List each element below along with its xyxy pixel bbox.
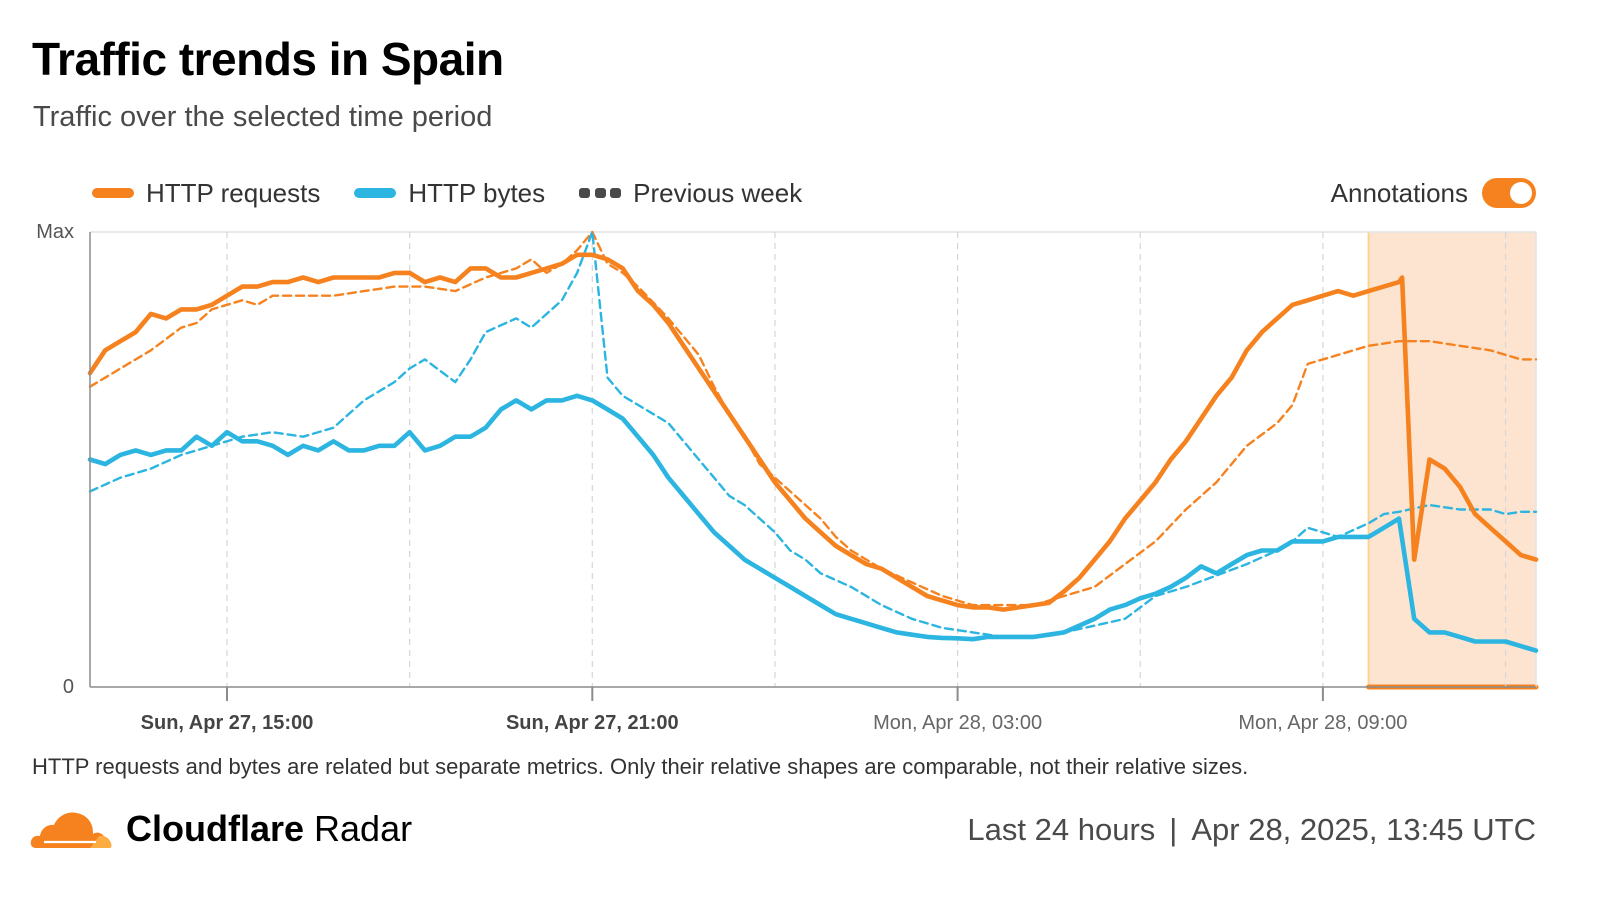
legend-item-http-bytes[interactable]: HTTP bytes bbox=[354, 178, 545, 209]
legend-swatch-bytes bbox=[354, 188, 397, 198]
traffic-line-chart: Max 0 Sun, Apr 27, 15:00 Sun, Apr 27, 21:00… bbox=[36, 221, 1539, 734]
footer-separator: | bbox=[1169, 812, 1178, 847]
timestamp: Apr 28, 2025, 13:45 UTC bbox=[1191, 812, 1536, 847]
axis-layer: Max 0 Sun, Apr 27, 15:00 Sun, Apr 27, 21:00… bbox=[36, 221, 1536, 734]
time-range-label: Last 24 hours bbox=[967, 812, 1156, 847]
y-tick-label-zero: 0 bbox=[63, 676, 74, 698]
y-tick-label-max: Max bbox=[36, 221, 74, 243]
brand-name-regular: Radar bbox=[314, 808, 413, 849]
legend-swatch-previous bbox=[579, 188, 622, 198]
page-title: Traffic trends in Spain bbox=[32, 33, 504, 85]
series-line-http-bytes bbox=[87, 393, 1539, 653]
annotations-label: Annotations bbox=[1330, 177, 1468, 208]
brand-lockup: Cloudflare Radar bbox=[30, 808, 412, 850]
series-line-http-bytes-previous-week bbox=[88, 230, 1538, 639]
chart-footnote: HTTP requests and bytes are related but … bbox=[32, 754, 1249, 779]
x-tick-label: Sun, Apr 27, 15:00 bbox=[141, 712, 314, 734]
grid-layer bbox=[90, 231, 1537, 687]
x-tick-label: Mon, Apr 28, 03:00 bbox=[873, 712, 1042, 734]
series-line-http-requests-previous-week bbox=[88, 230, 1538, 607]
annotation-layer bbox=[1366, 232, 1539, 690]
toggle-knob bbox=[1510, 182, 1532, 204]
legend-item-http-requests[interactable]: HTTP requests bbox=[92, 178, 320, 209]
annotation-band bbox=[1368, 232, 1536, 687]
legend-swatch-requests bbox=[92, 188, 134, 198]
brand-name-bold: Cloudflare bbox=[126, 808, 305, 849]
cloudflare-logo-icon bbox=[30, 812, 112, 848]
legend-label-bytes: HTTP bytes bbox=[408, 177, 546, 208]
legend-item-previous-week[interactable]: Previous week bbox=[579, 178, 802, 209]
annotations-toggle[interactable] bbox=[1482, 178, 1536, 208]
x-tick-label: Mon, Apr 28, 09:00 bbox=[1238, 712, 1407, 734]
brand-name: Cloudflare Radar bbox=[126, 808, 412, 850]
legend-label-requests: HTTP requests bbox=[146, 177, 321, 208]
series-layer bbox=[87, 230, 1539, 653]
legend-label-previous: Previous week bbox=[633, 177, 803, 208]
x-tick-label: Sun, Apr 27, 21:00 bbox=[506, 712, 679, 734]
annotations-control: Annotations bbox=[1331, 176, 1536, 210]
time-range-info: Last 24 hours | Apr 28, 2025, 13:45 UTC bbox=[967, 812, 1536, 848]
series-line-http-requests bbox=[87, 252, 1539, 612]
page-subtitle: Traffic over the selected time period bbox=[33, 101, 493, 133]
chart-legend: HTTP requests HTTP bytes Previous week bbox=[92, 176, 836, 210]
